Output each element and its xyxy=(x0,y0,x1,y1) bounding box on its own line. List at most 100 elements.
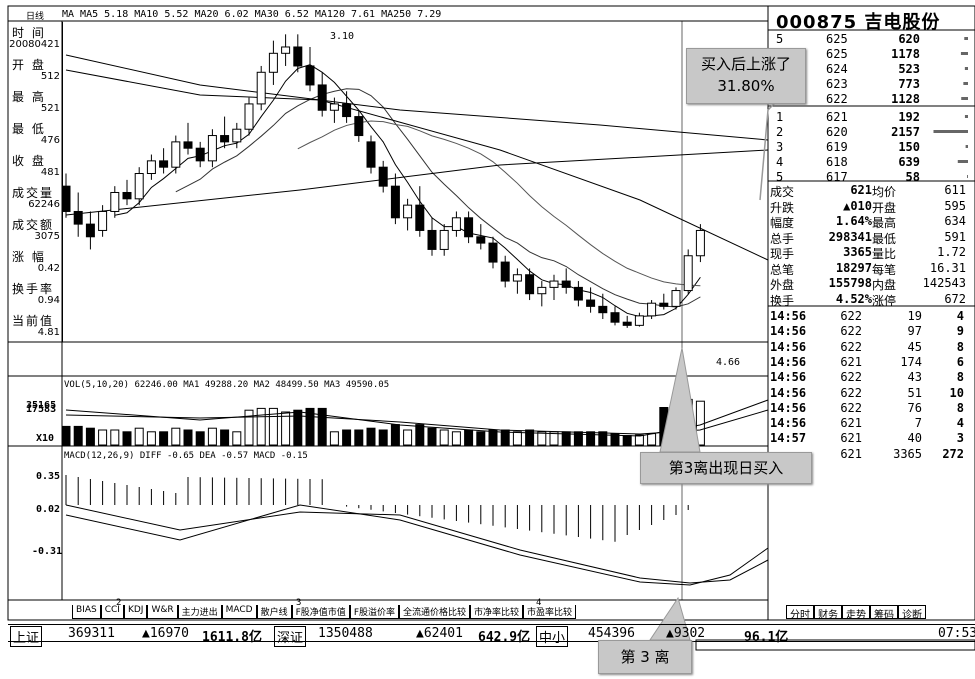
index-sz-change: ▲62401 xyxy=(416,626,463,641)
depth-bar xyxy=(960,52,968,55)
depth-bar xyxy=(964,37,968,40)
candle-body xyxy=(61,185,71,212)
info-value: 4.81 xyxy=(37,327,60,338)
indicator-tab[interactable]: W&R xyxy=(147,605,178,619)
candle-body xyxy=(573,286,583,301)
sell-volume: 523 xyxy=(898,62,920,76)
indicator-tab[interactable]: 全流通价格比较 xyxy=(399,605,471,619)
info-label: 换手率 xyxy=(12,282,55,296)
stat-value: 591 xyxy=(944,229,966,244)
indicator-tab[interactable]: 主力进出 xyxy=(177,605,222,619)
volume-bar xyxy=(390,424,400,446)
info-label: 成交额 xyxy=(12,218,55,232)
tick-volume: 97 xyxy=(907,324,922,339)
volume-bar xyxy=(525,429,535,446)
candle-body xyxy=(146,160,156,175)
quote-frame xyxy=(767,5,975,621)
stat-key: 最高 xyxy=(872,216,897,230)
stat-key: 成交 xyxy=(770,185,795,199)
indicator-tab[interactable]: MACD xyxy=(221,605,257,619)
volume-bar xyxy=(403,429,413,446)
right-tab[interactable]: 走势 xyxy=(842,605,870,621)
indicator-tab[interactable]: 散户线 xyxy=(256,605,292,619)
volume-bar xyxy=(98,429,108,446)
tick-count: 4 xyxy=(956,309,964,323)
indicator-tab[interactable]: CCI xyxy=(100,605,124,619)
tick-volume: 45 xyxy=(907,339,922,354)
right-tab[interactable]: 分时 xyxy=(786,605,814,621)
buy-price: 617 xyxy=(826,170,848,184)
callout-rise: 买入后上涨了31.80% xyxy=(686,48,806,104)
tick-price: 621 xyxy=(840,431,862,446)
indicator-tab-bar: BIAS CCI KDJ W&R 主力进出 MACD 散户线 F股净值市值 F股溢价率 全流通价格… xyxy=(72,605,577,619)
callout-rise-text: 买入后上涨了31.80% xyxy=(700,55,791,95)
index-zx-value: 454396 xyxy=(588,626,635,641)
tick-price: 621 xyxy=(840,354,862,369)
callout-divergence: 第 3 离 xyxy=(598,640,692,674)
volume-bar xyxy=(598,431,608,446)
index-sh-value: 369311 xyxy=(68,626,115,641)
volume-bar xyxy=(634,434,644,446)
buy-price: 621 xyxy=(826,110,848,124)
volume-bar xyxy=(537,431,547,446)
candle-body xyxy=(488,242,498,263)
buy-level: 5 xyxy=(776,170,784,184)
index-zx-name[interactable]: 中小 xyxy=(536,626,569,647)
macd-tick-mid: 0.02 xyxy=(36,504,61,515)
index-sh-name[interactable]: 上证 xyxy=(10,626,43,647)
stat-value: 142543 xyxy=(922,276,966,290)
index-sz-name[interactable]: 深证 xyxy=(274,626,307,647)
tick-volume: 76 xyxy=(907,400,922,415)
depth-bar xyxy=(957,160,968,163)
volume-bar xyxy=(647,433,657,446)
info-label: 最 低 xyxy=(12,122,46,136)
indicator-tab[interactable]: F股净值市值 xyxy=(291,605,350,619)
tick-time: 14:56 xyxy=(770,309,807,323)
stat-value: 672 xyxy=(944,291,966,306)
candle-body xyxy=(220,135,230,143)
right-tab[interactable]: 诊断 xyxy=(898,605,926,621)
candle-body xyxy=(634,315,644,326)
info-value: 481 xyxy=(40,167,60,178)
depth-bar xyxy=(933,130,968,133)
index-sh-amount: 1611.8亿 xyxy=(202,630,262,645)
volume-bar xyxy=(122,431,132,446)
volume-tick-mid: 17583 xyxy=(26,404,57,415)
sell-price: 624 xyxy=(826,62,848,76)
volume-bar xyxy=(317,407,327,446)
indicator-tab[interactable]: 市净率比较 xyxy=(470,605,524,619)
macd-dea-line xyxy=(65,504,769,584)
candle-body xyxy=(183,141,193,149)
indicator-tab[interactable]: 市盈率比较 xyxy=(523,605,577,619)
stat-key: 外盘 xyxy=(770,278,795,292)
tick-price: 622 xyxy=(840,324,862,339)
candle-body xyxy=(342,103,352,118)
volume-bar xyxy=(183,429,193,446)
indicator-tab[interactable]: F股溢价率 xyxy=(349,605,399,619)
candle-body xyxy=(159,160,169,168)
index-zx-amount: 96.1亿 xyxy=(744,630,789,645)
candle-body xyxy=(317,84,327,111)
tick-time: 14:56 xyxy=(770,339,807,354)
tick-count: 3 xyxy=(956,431,964,446)
candle-body xyxy=(586,299,596,307)
candle-body xyxy=(134,173,144,200)
volume-bar xyxy=(146,431,156,446)
volume-bar xyxy=(256,407,266,446)
indicator-tab[interactable]: KDJ xyxy=(123,605,148,619)
right-tab[interactable]: 筹码 xyxy=(870,605,898,621)
indicator-tab[interactable]: BIAS xyxy=(72,605,101,619)
info-value: 0.42 xyxy=(37,263,60,274)
stat-key: 幅度 xyxy=(770,216,795,230)
volume-bar xyxy=(220,429,230,446)
callout-buy-signal: 第3离出现日买入 xyxy=(640,452,812,484)
right-tab[interactable]: 财务 xyxy=(814,605,842,621)
candle-body xyxy=(464,217,474,238)
candle-body xyxy=(659,302,669,307)
ma-line xyxy=(175,88,701,308)
stat-value: 595 xyxy=(944,198,966,213)
stat-key: 量比 xyxy=(872,247,897,261)
candle-body xyxy=(695,229,705,257)
stat-key: 最低 xyxy=(872,231,897,246)
